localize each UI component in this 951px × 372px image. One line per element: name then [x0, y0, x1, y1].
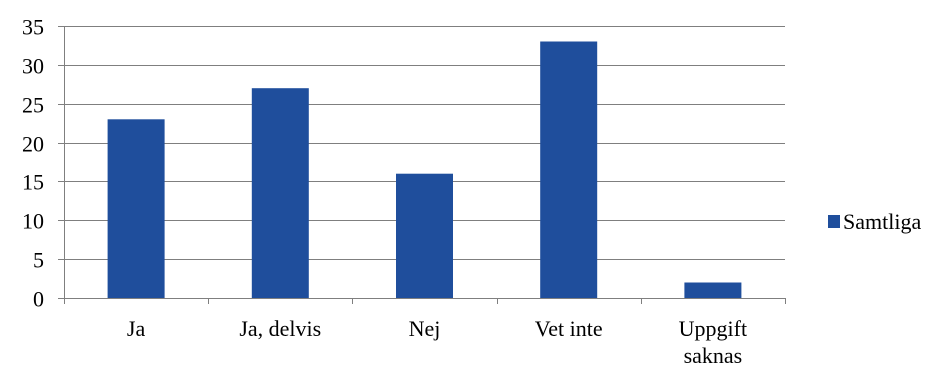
y-tick-label-5: 5	[33, 248, 44, 273]
bar-vet-inte	[540, 41, 598, 298]
legend: Samtliga	[828, 209, 921, 234]
bar-ja-delvis	[251, 88, 309, 298]
bar-ja	[107, 119, 165, 298]
y-tick-label-35: 35	[22, 15, 44, 40]
bar-nej	[396, 173, 453, 298]
legend-label-samtliga: Samtliga	[843, 209, 921, 234]
x-category-labels: Ja Ja, delvis Nej Vet inte Uppgift saknas	[127, 316, 747, 368]
y-tick-label-0: 0	[33, 287, 44, 312]
x-category-label: Ja, delvis	[239, 316, 321, 341]
y-tick-label-25: 25	[22, 93, 44, 118]
bar-uppgift-saknas	[684, 282, 742, 298]
bars	[107, 41, 742, 298]
x-category-label: Ja	[127, 316, 146, 341]
axes	[58, 26, 786, 304]
y-tick-label-15: 15	[22, 170, 44, 195]
y-tick-label-30: 30	[22, 54, 44, 79]
y-tick-label-10: 10	[22, 209, 44, 234]
x-category-label: Nej	[409, 316, 441, 341]
y-tick-labels: 0 5 10 15 20 25 30 35	[22, 15, 44, 312]
x-category-label: Vet inte	[535, 316, 603, 341]
y-tick-label-20: 20	[22, 132, 44, 157]
x-category-label: Uppgift saknas	[679, 316, 747, 368]
legend-swatch-samtliga	[828, 215, 840, 228]
